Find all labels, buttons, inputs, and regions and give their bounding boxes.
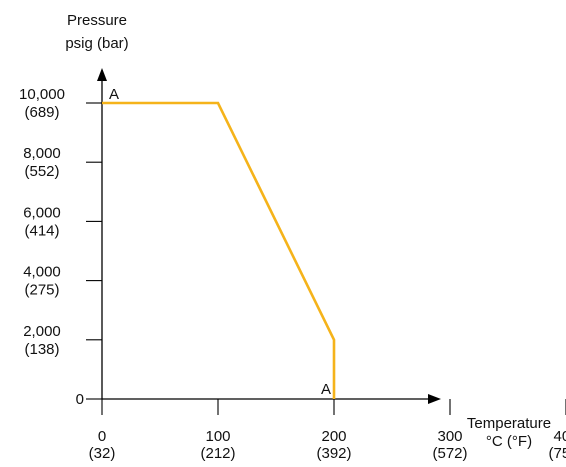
x-axis-title-line-2: °C (°F): [486, 433, 532, 450]
y-tick-label: 4,000: [23, 264, 61, 281]
x-tick-label-fahrenheit: (572): [432, 445, 467, 462]
pressure-rating-line: [102, 101, 336, 399]
y-tick-label: 6,000: [23, 204, 61, 221]
y-tick-label: 2,000: [23, 323, 61, 340]
x-tick-label-fahrenheit: (392): [316, 445, 351, 462]
ticks: 0 2,000(138) 4,000(275) 6,000(414) 8,000(552…: [19, 86, 566, 462]
y-tick-label-bar: (414): [24, 222, 59, 239]
x-axis-arrow-icon: [428, 394, 441, 404]
x-tick-label: 300: [437, 428, 462, 445]
y-tick-label: 0: [76, 391, 84, 408]
x-tick-label: 400: [553, 428, 566, 445]
y-tick-label: 8,000: [23, 145, 61, 162]
y-tick-label-bar: (275): [24, 282, 59, 299]
y-tick-label-bar: (552): [24, 163, 59, 180]
y-axis-title-line-2: psig (bar): [65, 35, 128, 52]
series-group: [102, 101, 336, 399]
annotation-label: A: [109, 86, 119, 103]
x-tick-label: 0: [98, 428, 106, 445]
axis-labels: Pressure psig (bar) Temperature °C (°F): [65, 12, 551, 450]
y-tick-label-bar: (138): [24, 341, 59, 358]
x-tick-label-fahrenheit: (212): [200, 445, 235, 462]
annotation-label: A: [321, 381, 331, 398]
x-tick-label: 200: [321, 428, 346, 445]
x-tick-label-fahrenheit: (752): [548, 445, 566, 462]
x-axis-title-line-1: Temperature: [467, 415, 551, 432]
y-axis-arrow-icon: [97, 68, 107, 81]
x-tick-label: 100: [205, 428, 230, 445]
y-tick-label-bar: (689): [24, 104, 59, 121]
annotations: AA: [109, 86, 331, 398]
y-tick-label: 10,000: [19, 86, 65, 103]
y-axis-title-line-1: Pressure: [67, 12, 127, 29]
axes: [97, 68, 441, 404]
x-tick-label-fahrenheit: (32): [89, 445, 116, 462]
